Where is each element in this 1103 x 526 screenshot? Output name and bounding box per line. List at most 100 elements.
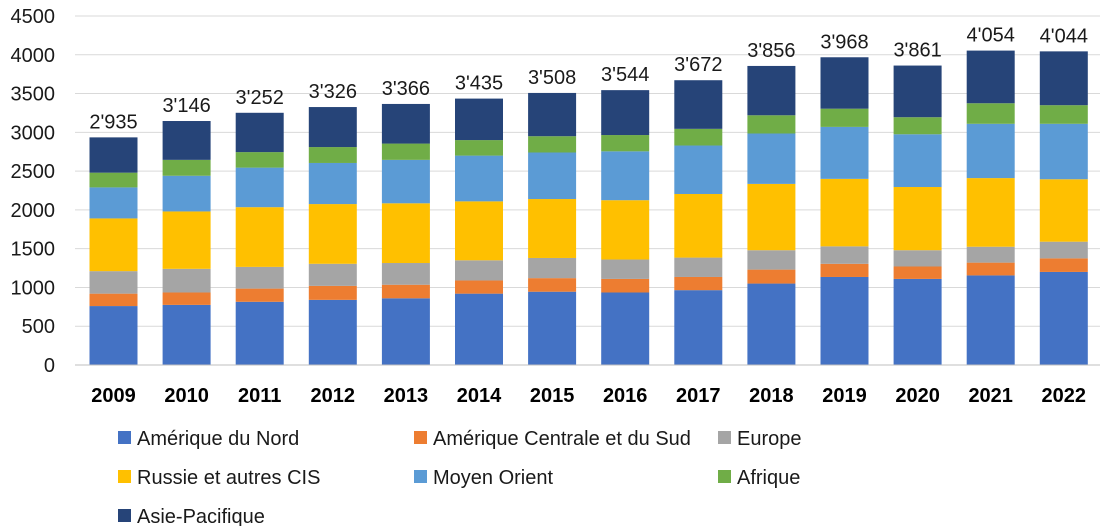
bar-afrique-2015 xyxy=(528,136,577,153)
bar-amerique-centrale-et-du-sud-2009 xyxy=(89,293,138,307)
bar-stack-2022 xyxy=(1039,51,1088,365)
bar-amerique-centrale-et-du-sud-2014 xyxy=(455,280,503,294)
bar-stack-2016 xyxy=(601,90,650,365)
y-tick-label-3000: 3000 xyxy=(11,122,56,144)
bar-amerique-centrale-et-du-sud-2012 xyxy=(308,285,357,300)
x-tick-label-2013: 2013 xyxy=(384,385,429,407)
bar-europe-2014 xyxy=(455,260,503,281)
bar-stack-2014 xyxy=(455,98,503,365)
y-tick-label-2500: 2500 xyxy=(11,161,56,183)
bar-moyen-orient-2011 xyxy=(235,167,284,208)
x-tick-label-2019: 2019 xyxy=(822,385,867,407)
bar-amerique-du-nord-2013 xyxy=(381,298,430,365)
x-tick-label-2017: 2017 xyxy=(676,385,721,407)
y-tick-label-0: 0 xyxy=(44,355,55,377)
y-axis-tick-labels: 0 500 1000 1500 2000 2500 3000 3500 4000 4500 xyxy=(11,6,56,377)
bar-afrique-2021 xyxy=(966,103,1015,124)
bar-amerique-du-nord-2009 xyxy=(89,306,138,365)
bar-russie-et-autres-cis-2020 xyxy=(893,187,942,251)
bar-russie-et-autres-cis-2015 xyxy=(528,199,577,258)
bar-afrique-2009 xyxy=(89,172,138,188)
bar-asie-pacifique-2019 xyxy=(820,57,869,109)
bar-europe-2016 xyxy=(601,259,650,279)
bar-afrique-2022 xyxy=(1039,105,1088,124)
bar-afrique-2020 xyxy=(893,117,942,135)
bar-amerique-du-nord-2016 xyxy=(601,292,650,365)
bar-europe-2022 xyxy=(1039,241,1088,259)
bar-asie-pacifique-2011 xyxy=(235,112,284,153)
bar-amerique-centrale-et-du-sud-2011 xyxy=(235,288,284,302)
bar-russie-et-autres-cis-2011 xyxy=(235,207,284,267)
bar-amerique-centrale-et-du-sud-2022 xyxy=(1039,258,1088,272)
bar-amerique-du-nord-2017 xyxy=(674,290,723,365)
bar-moyen-orient-2018 xyxy=(747,133,796,184)
total-label-2014: 3'435 xyxy=(455,73,503,95)
bar-russie-et-autres-cis-2013 xyxy=(381,203,430,264)
bar-amerique-du-nord-2020 xyxy=(893,278,942,365)
bar-afrique-2012 xyxy=(308,147,357,163)
bar-russie-et-autres-cis-2012 xyxy=(308,204,357,264)
bar-stack-2017 xyxy=(674,80,723,365)
bar-amerique-centrale-et-du-sud-2019 xyxy=(820,263,869,277)
bar-amerique-du-nord-2021 xyxy=(966,275,1015,365)
gridlines xyxy=(75,15,1100,327)
legend-item-asie-pacifique: Asie-Pacifique xyxy=(118,506,265,526)
bar-amerique-centrale-et-du-sud-2021 xyxy=(966,262,1015,276)
bar-total-labels: 2'935 3'146 3'252 3'326 3'366 3'435 3'508 3'544… xyxy=(89,25,1088,134)
total-label-2013: 3'366 xyxy=(382,78,430,100)
bar-amerique-du-nord-2022 xyxy=(1039,271,1088,365)
legend-label-asie-pacifique: Asie-Pacifique xyxy=(137,506,265,526)
bar-stack-2020 xyxy=(893,65,942,365)
legend-item-moyen-orient: Moyen Orient xyxy=(414,467,553,489)
y-tick-label-1000: 1000 xyxy=(11,277,56,299)
total-label-2012: 3'326 xyxy=(309,81,357,103)
bar-europe-2011 xyxy=(235,266,284,289)
total-label-2016: 3'544 xyxy=(601,64,649,86)
y-tick-label-4500: 4500 xyxy=(11,6,56,28)
bar-europe-2021 xyxy=(966,246,1015,263)
y-tick-label-2000: 2000 xyxy=(11,200,56,222)
bar-russie-et-autres-cis-2022 xyxy=(1039,179,1088,242)
y-tick-label-500: 500 xyxy=(22,316,55,338)
y-tick-label-1500: 1500 xyxy=(11,239,56,261)
bar-russie-et-autres-cis-2016 xyxy=(601,200,650,260)
bar-amerique-centrale-et-du-sud-2020 xyxy=(893,266,942,279)
bar-asie-pacifique-2010 xyxy=(162,121,211,160)
y-tick-label-3500: 3500 xyxy=(11,84,56,106)
legend-label-moyen-orient: Moyen Orient xyxy=(433,467,553,489)
bar-europe-2020 xyxy=(893,250,942,267)
bar-asie-pacifique-2018 xyxy=(747,65,796,116)
bar-afrique-2010 xyxy=(162,159,211,176)
bar-amerique-centrale-et-du-sud-2018 xyxy=(747,269,796,284)
bar-asie-pacifique-2020 xyxy=(893,65,942,118)
bar-europe-2013 xyxy=(381,263,430,285)
bar-moyen-orient-2013 xyxy=(381,159,430,204)
legend-label-amerique-centrale-et-du-sud: Amérique Centrale et du Sud xyxy=(433,428,691,450)
bar-stack-2009 xyxy=(89,137,138,365)
bar-moyen-orient-2021 xyxy=(966,123,1015,179)
x-tick-label-2012: 2012 xyxy=(311,385,356,407)
bars xyxy=(89,50,1088,365)
total-label-2009: 2'935 xyxy=(89,111,137,133)
bar-russie-et-autres-cis-2021 xyxy=(966,178,1015,247)
total-label-2011: 3'252 xyxy=(236,87,284,109)
legend-item-europe: Europe xyxy=(718,428,802,450)
bar-asie-pacifique-2013 xyxy=(381,103,430,144)
bar-europe-2019 xyxy=(820,246,869,264)
bar-afrique-2017 xyxy=(674,128,723,146)
bar-stack-2021 xyxy=(966,50,1015,365)
bar-stack-2018 xyxy=(747,65,796,365)
x-tick-label-2018: 2018 xyxy=(749,385,794,407)
bar-asie-pacifique-2009 xyxy=(89,137,138,173)
bar-europe-2017 xyxy=(674,257,723,277)
bar-europe-2010 xyxy=(162,268,211,293)
bar-stack-2015 xyxy=(528,92,577,365)
bar-russie-et-autres-cis-2017 xyxy=(674,193,723,258)
legend-swatch-europe xyxy=(718,431,731,444)
bar-stack-2019 xyxy=(820,57,869,365)
legend-swatch-russie-et-autres-cis xyxy=(118,470,131,483)
bar-amerique-centrale-et-du-sud-2013 xyxy=(381,284,430,299)
bar-moyen-orient-2019 xyxy=(820,126,869,179)
legend-swatch-moyen-orient xyxy=(414,470,427,483)
legend: Amérique du Nord Amérique Centrale et du … xyxy=(118,428,802,526)
